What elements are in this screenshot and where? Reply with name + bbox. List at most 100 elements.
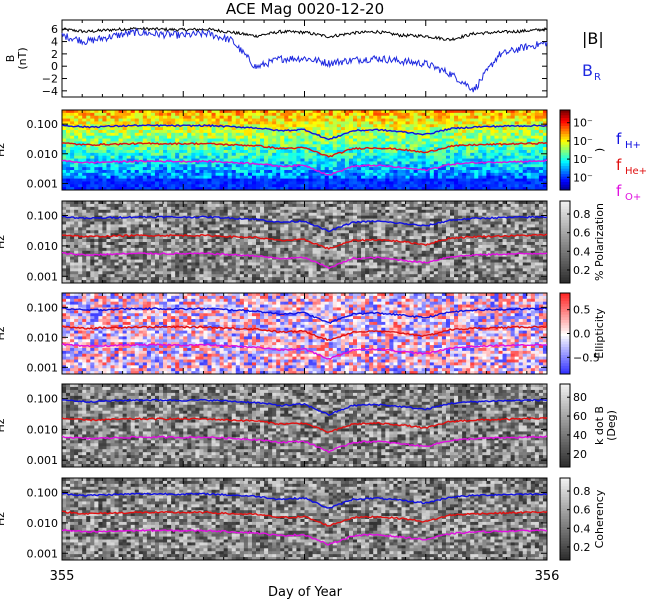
heatmap-cell [70,170,74,173]
heatmap-cell [353,181,357,184]
heatmap-cell [503,136,507,139]
heatmap-cell [155,210,159,213]
heatmap-cell [187,147,191,150]
heatmap-cell [490,184,494,187]
heatmap-cell [418,164,422,167]
heatmap-cell [203,207,207,210]
heatmap-cell [309,173,313,176]
heatmap-cell [195,173,199,176]
heatmap-cell [175,150,179,153]
heatmap-cell [462,179,466,182]
heatmap-cell [377,144,381,147]
heatmap-cell [183,164,187,167]
heatmap-cell [240,239,244,242]
heatmap-cell [199,176,203,179]
heatmap-cell [228,263,232,266]
heatmap-cell [102,277,106,280]
heatmap-cell [78,153,82,156]
heatmap-cell [539,167,543,170]
heatmap-cell [135,245,139,248]
heatmap-cell [284,161,288,164]
heatmap-cell [515,136,519,139]
heatmap-cell [135,133,139,136]
heatmap-cell [313,116,317,119]
heatmap-cell [458,176,462,179]
heatmap-cell [232,176,236,179]
heatmap-cell [183,271,187,274]
heatmap-cell [357,170,361,173]
heatmap-cell [163,230,167,233]
heatmap-cell [90,227,94,230]
heatmap-cell [507,147,511,150]
heatmap-cell [264,113,268,116]
heatmap-cell [94,257,98,260]
heatmap-cell [123,268,127,271]
heatmap-cell [98,265,102,268]
heatmap-cell [183,181,187,184]
heatmap-cell [321,164,325,167]
heatmap-cell [240,159,244,162]
heatmap-cell [94,245,98,248]
heatmap-cell [280,251,284,254]
heatmap-cell [503,133,507,136]
heatmap-cell [183,121,187,124]
heatmap-cell [248,130,252,133]
heatmap-cell [535,173,539,176]
heatmap-cell [244,176,248,179]
heatmap-cell [280,213,284,216]
heatmap-cell [167,245,171,248]
heatmap-cell [454,141,458,144]
heatmap-cell [236,113,240,116]
heatmap-cell [305,144,309,147]
heatmap-cell [276,224,280,227]
heatmap-cell [397,139,401,142]
heatmap-cell [309,119,313,122]
heatmap-cell [62,207,66,210]
heatmap-cell [82,222,86,225]
heatmap-cell [195,271,199,274]
heatmap-cell [175,242,179,245]
heatmap-cell [191,116,195,119]
heatmap-cell [361,150,365,153]
heatmap-cell [313,121,317,124]
heatmap-cell [486,133,490,136]
heatmap-cell [187,210,191,213]
heatmap-cell [208,271,212,274]
heatmap-cell [135,230,139,233]
heatmap-cell [78,263,82,266]
heatmap-cell [187,153,191,156]
heatmap-cell [300,116,304,119]
heatmap-cell [450,170,454,173]
heatmap-cell [397,150,401,153]
heatmap-cell [232,210,236,213]
heatmap-cell [224,173,228,176]
heatmap-cell [187,176,191,179]
heatmap-cell [220,170,224,173]
heatmap-cell [535,139,539,142]
heatmap-cell [191,139,195,142]
heatmap-cell [167,179,171,182]
heatmap-cell [252,179,256,182]
heatmap-cell [248,260,252,263]
heatmap-cell [159,121,163,124]
heatmap-cell [482,181,486,184]
heatmap-cell [385,116,389,119]
heatmap-cell [260,133,264,136]
heatmap-cell [74,245,78,248]
heatmap-cell [127,207,131,210]
heatmap-cell [490,176,494,179]
heatmap-cell [98,167,102,170]
heatmap-cell [106,133,110,136]
heatmap-cell [276,245,280,248]
heatmap-cell [115,239,119,242]
heatmap-cell [123,184,127,187]
heatmap-cell [361,144,365,147]
heatmap-cell [406,116,410,119]
heatmap-cell [191,173,195,176]
heatmap-cell [224,268,228,271]
heatmap-cell [151,239,155,242]
heatmap-cell [98,147,102,150]
heatmap-cell [357,161,361,164]
heatmap-cell [458,156,462,159]
heatmap-cell [139,170,143,173]
